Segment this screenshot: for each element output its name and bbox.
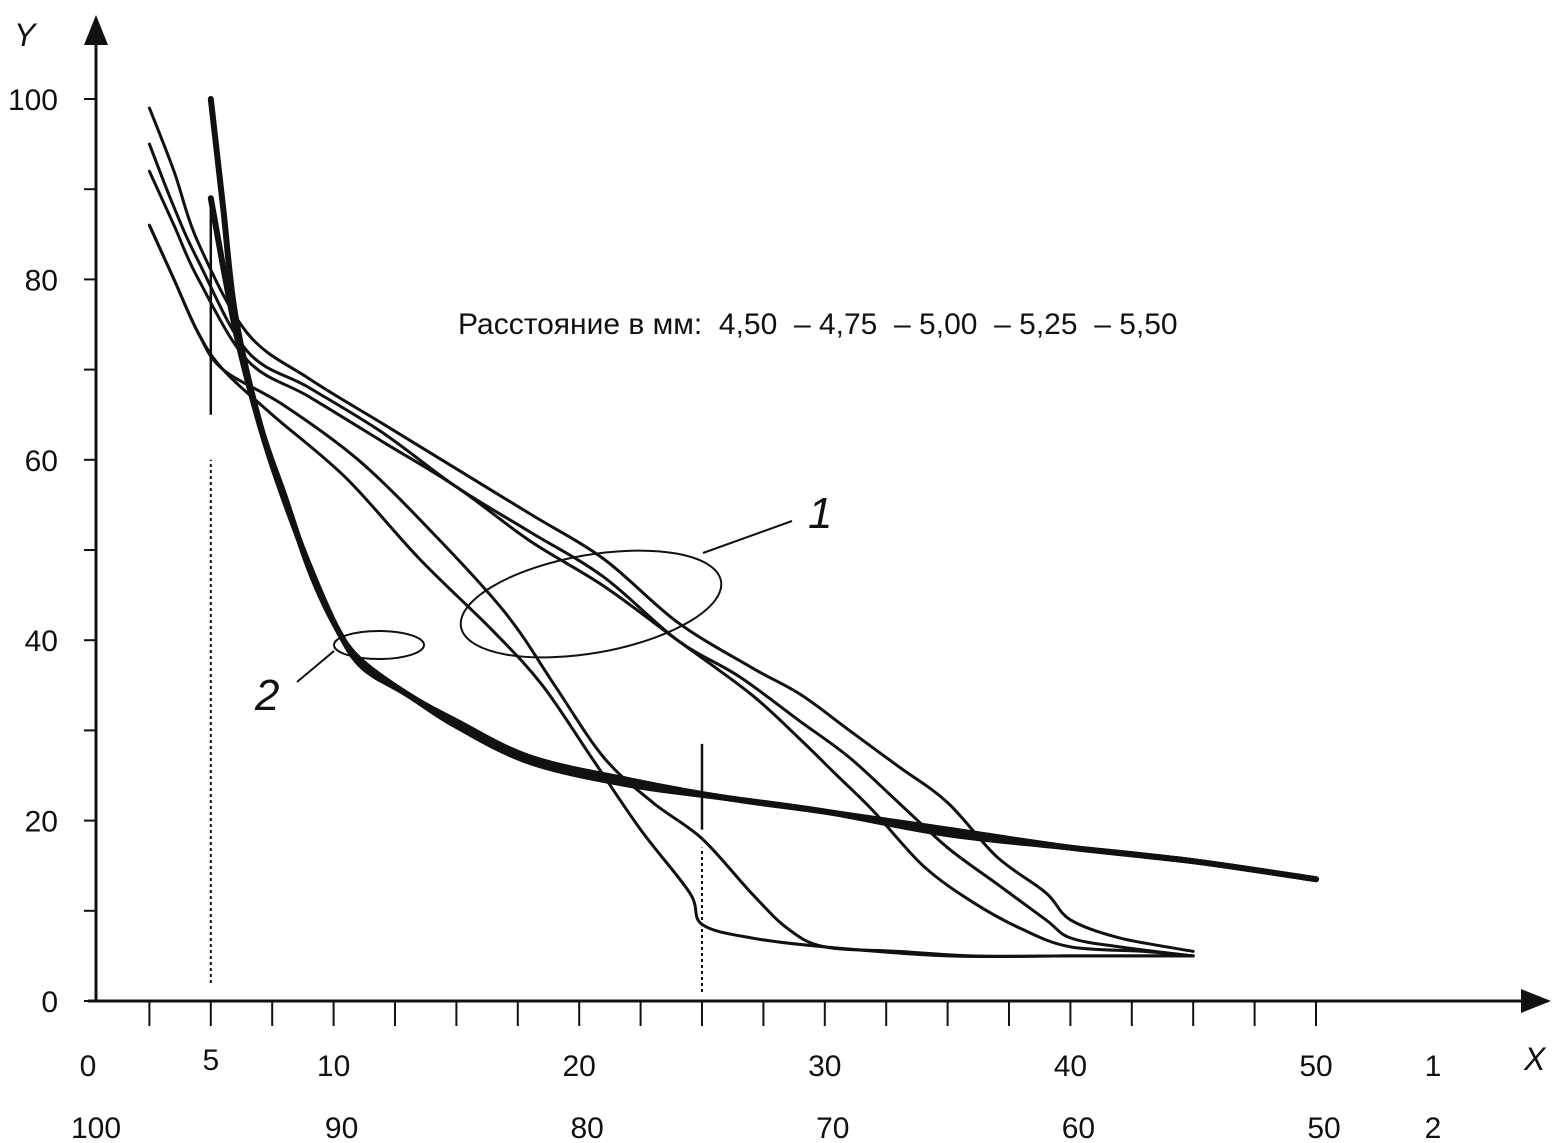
x-tick-label: 20 [563,1050,596,1083]
x-tick-label: 50 [1299,1050,1332,1083]
series-line-group2-7 [207,195,1319,883]
y-axis-title: Y [14,17,38,53]
x-axis-title: X [1523,1041,1547,1077]
group-1-leader [702,520,793,554]
x-secondary-tick-label: 80 [571,1112,604,1143]
x-ticks: 0 5 10 20 30 40 50 [80,1001,1333,1083]
y-tick-label: 20 [25,806,58,839]
x-secondary-tick-label: 90 [325,1112,358,1143]
series-line-group2-6 [207,96,1319,883]
series-line-group1-2 [147,142,1195,958]
y-tick-label: 40 [25,625,58,658]
x-tick-label: 5 [202,1044,219,1077]
y-tick-label: 0 [41,986,58,1019]
x-tick-label: 40 [1054,1050,1087,1083]
series-line-group1-5 [147,223,1195,959]
x-secondary-tick-label: 100 [71,1112,121,1143]
x-secondary-tick-label: 50 [1307,1112,1340,1143]
curve-label-1: 1 [808,489,832,538]
group-2-ellipse [333,630,425,660]
curve-label-2: 2 [254,671,279,720]
group-1-ellipse [459,549,723,659]
x-tick-label: 10 [317,1050,350,1083]
reference-lines [209,207,704,992]
y-tick-label: 80 [25,264,58,297]
y-tick-label: 100 [8,84,58,117]
group-2-leader [296,650,335,683]
y-ticks: 0 20 40 60 80 100 [8,84,96,1019]
legend: Расстояние в мм: 4,50 – 4,75 – 5,00 – 5,… [458,308,1178,341]
x-scale-1-label: 1 [1425,1050,1442,1083]
x-secondary-tick-label: 70 [816,1112,849,1143]
x-tick-label: 0 [80,1050,97,1083]
series-group [147,96,1319,959]
x-secondary-scale: 100 90 80 70 60 50 [71,1112,1341,1143]
x-scale-2-label: 2 [1425,1112,1442,1143]
y-tick-label: 60 [25,445,58,478]
x-tick-label: 30 [808,1050,841,1083]
series-line-group1-3 [147,106,1195,953]
x-secondary-tick-label: 60 [1062,1112,1095,1143]
